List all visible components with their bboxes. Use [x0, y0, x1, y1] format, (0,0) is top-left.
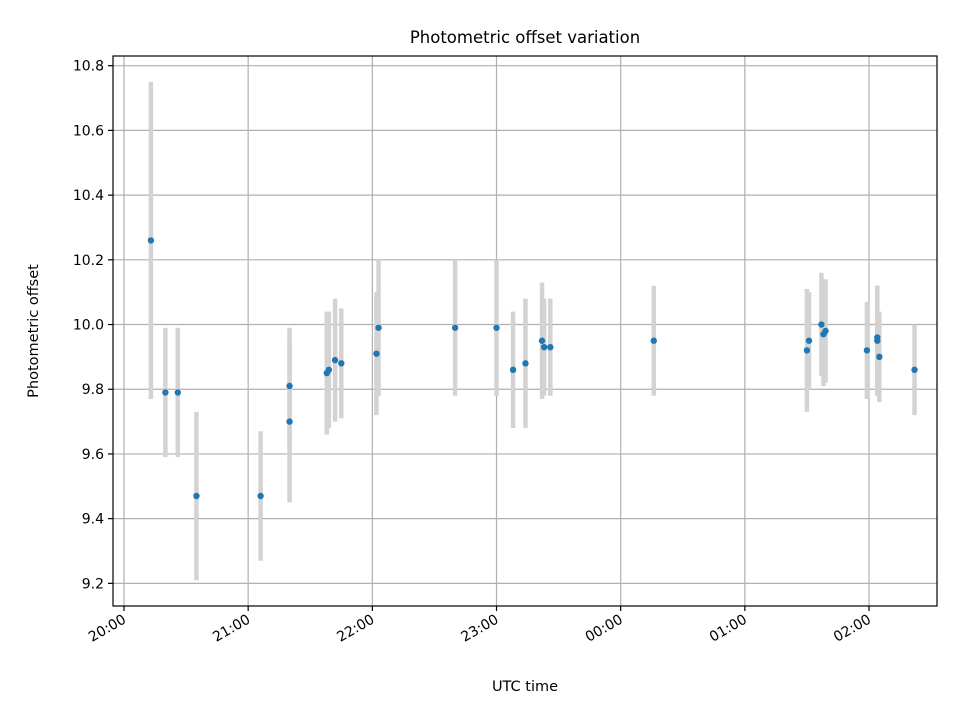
data-point: [325, 366, 333, 374]
data-point: [822, 327, 829, 335]
y-tick-label: 10.4: [73, 188, 104, 204]
data-point: [803, 347, 811, 354]
data-point: [547, 343, 554, 351]
data-point: [650, 337, 657, 344]
y-tick-label: 10.2: [73, 253, 104, 269]
data-points: [147, 237, 918, 500]
data-point: [540, 343, 548, 351]
data-point: [174, 389, 182, 396]
y-tick-label: 10.8: [73, 59, 104, 75]
data-point: [147, 237, 155, 244]
data-point: [522, 360, 529, 367]
data-point: [538, 337, 546, 344]
y-tick-label: 9.8: [82, 382, 104, 398]
data-point: [331, 356, 339, 364]
data-point: [162, 389, 169, 396]
y-tick-label: 10.6: [73, 123, 104, 139]
data-point: [193, 492, 200, 500]
data-point: [863, 347, 871, 354]
data-point: [805, 337, 813, 344]
data-point: [493, 324, 500, 331]
data-point: [874, 334, 881, 341]
data-point: [375, 324, 382, 331]
data-point: [286, 382, 293, 390]
data-point: [818, 321, 825, 328]
y-tick-label: 9.6: [82, 447, 104, 463]
y-tick-label: 9.2: [82, 576, 104, 592]
data-point: [876, 353, 883, 361]
data-point: [911, 366, 918, 374]
data-point: [373, 350, 380, 357]
x-axis-label: UTC time: [492, 679, 558, 695]
data-point: [338, 360, 345, 367]
data-point: [451, 324, 459, 331]
chart-title: Photometric offset variation: [410, 28, 640, 47]
plot-frame: [112, 55, 938, 607]
y-tick-label: 9.4: [82, 512, 104, 528]
data-point: [257, 492, 264, 500]
y-axis-label: Photometric offset: [26, 264, 42, 398]
data-point: [509, 366, 517, 374]
y-tick-label: 10.0: [73, 318, 104, 334]
data-point: [286, 418, 293, 425]
